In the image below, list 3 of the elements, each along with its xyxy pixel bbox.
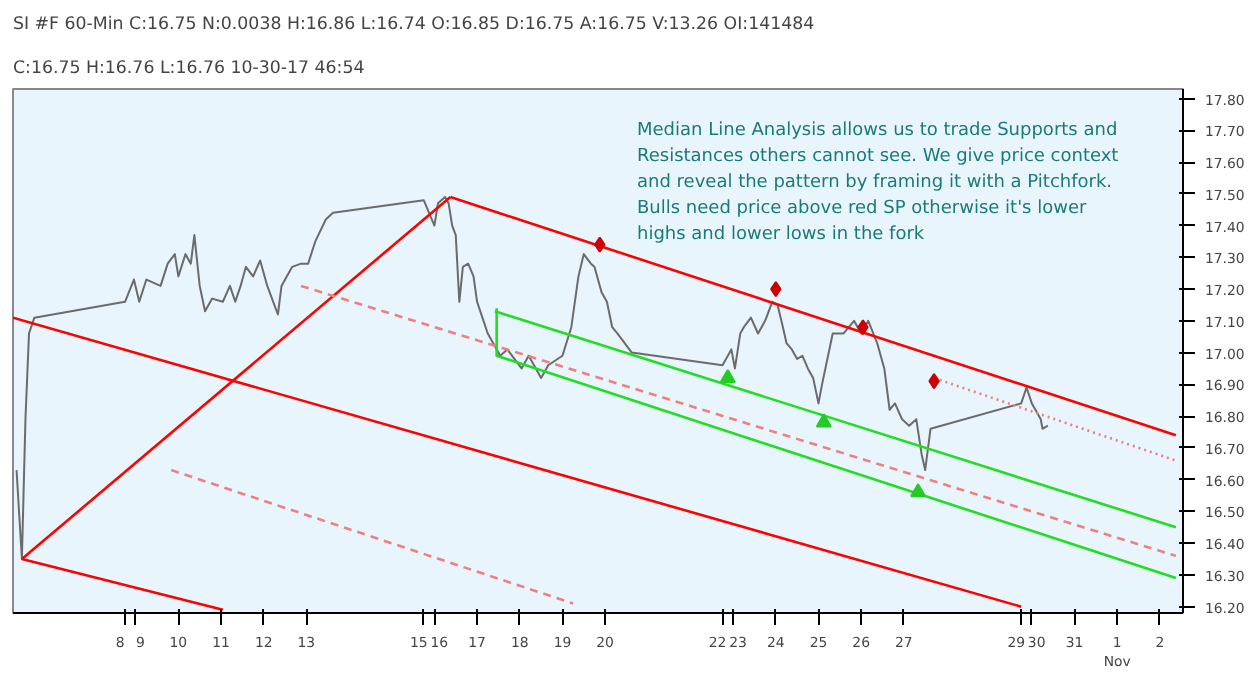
chart-subtitle: C:16.75 H:16.76 L:16.76 10-30-17 46:54 [13, 59, 366, 79]
annotation: Median Line Analysis allows us to trade Supports and Resistances others cannot see. We give price context and reveal the pattern by framing it with a Pitchfork. Bulls need price above red SP otherwise it's lower highs and lower lows in the fork [637, 121, 1120, 245]
chart-title: SI #F 60-Min C:16.75 N:0.0038 H:16.86 L:16.74 O:16.85 D:16.75 A:16.75 V:13.26 OI:141484 [13, 15, 816, 35]
